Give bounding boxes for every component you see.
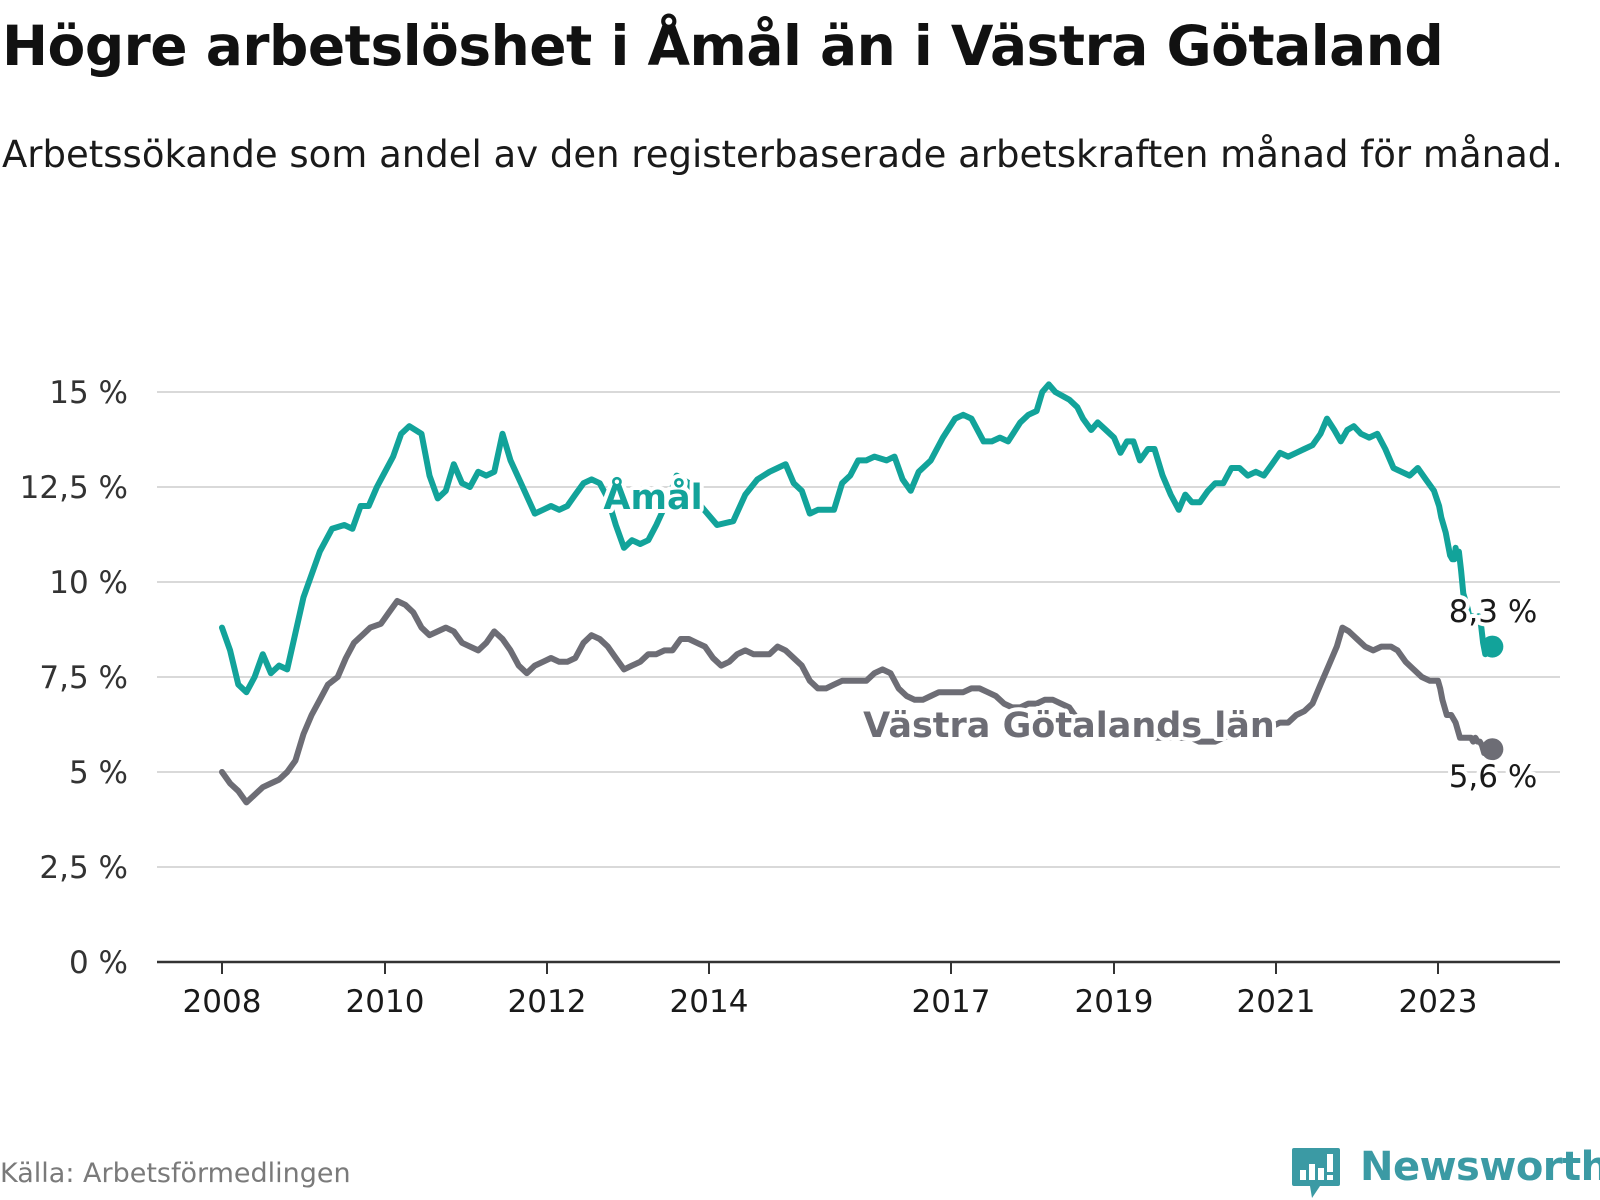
chart-subtitle: Arbetssökande som andel av den registerb… bbox=[2, 133, 1563, 176]
chart-title: Högre arbetslöshet i Åmål än i Västra Gö… bbox=[2, 14, 1444, 78]
vastra-gotaland-line bbox=[219, 598, 1496, 806]
x-axis: 2008 2010 2012 2014 2017 2019 2021 2023 bbox=[157, 960, 1560, 1020]
amal-end-value-label: 8,3 % bbox=[1449, 594, 1538, 630]
y-tick-label: 10 % bbox=[49, 565, 128, 601]
amal-line bbox=[219, 381, 1496, 696]
x-tick-label: 2012 bbox=[508, 984, 587, 1020]
vastra-gotaland-end-point bbox=[1481, 738, 1504, 761]
x-tick-label: 2019 bbox=[1075, 984, 1154, 1020]
vastra-gotaland-series-label: Västra Götalands län bbox=[863, 706, 1275, 746]
series-lines bbox=[219, 381, 1504, 806]
y-tick-label: 7,5 % bbox=[39, 660, 128, 696]
brand-name: Newsworthy bbox=[1360, 1144, 1600, 1190]
brand-logo: Newsworthy bbox=[1290, 1140, 1600, 1200]
amal-series-label: Åmål bbox=[603, 476, 702, 518]
source-note: Källa: Arbetsförmedlingen bbox=[0, 1158, 351, 1189]
x-tick-label: 2017 bbox=[912, 984, 991, 1020]
x-tick-label: 2014 bbox=[670, 984, 749, 1020]
y-tick-label: 12,5 % bbox=[20, 470, 128, 506]
y-axis-tick-labels: 0 % 2,5 % 5 % 7,5 % 10 % 12,5 % 15 % bbox=[20, 375, 128, 981]
newsworthy-logo-icon bbox=[1292, 1148, 1340, 1198]
x-tick-label: 2023 bbox=[1399, 984, 1478, 1020]
y-tick-label: 2,5 % bbox=[39, 850, 128, 886]
series-labels: Åmål Västra Götalands län 8,3 % 5,6 % bbox=[599, 472, 1541, 799]
x-tick-label: 2021 bbox=[1237, 984, 1316, 1020]
x-tick-label: 2010 bbox=[346, 984, 425, 1020]
x-tick-label: 2008 bbox=[183, 984, 262, 1020]
vastra-gotaland-end-value-label: 5,6 % bbox=[1449, 759, 1538, 795]
amal-end-point bbox=[1481, 635, 1504, 658]
y-tick-label: 5 % bbox=[69, 755, 128, 791]
y-tick-label: 0 % bbox=[69, 945, 128, 981]
y-tick-label: 15 % bbox=[49, 375, 128, 411]
